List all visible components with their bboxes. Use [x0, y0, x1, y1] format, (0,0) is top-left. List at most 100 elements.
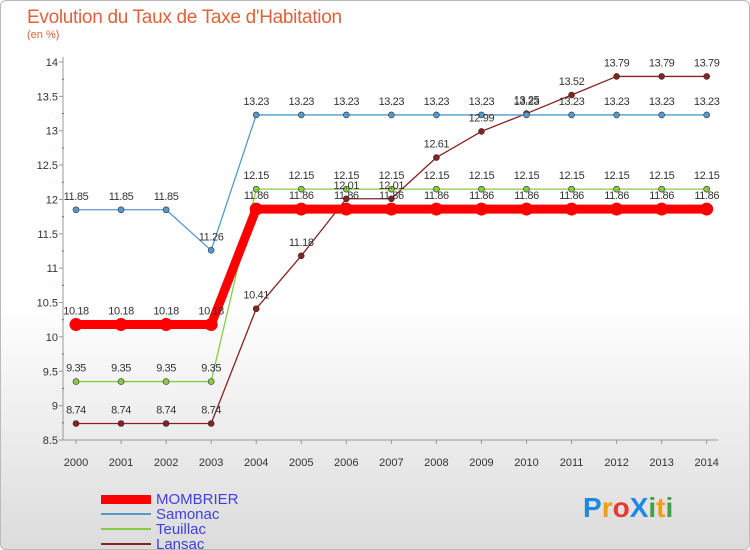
- data-label-mombrier: 10.18: [198, 306, 224, 318]
- data-label-mombrier: 10.18: [108, 306, 134, 318]
- data-point-lansac: [162, 420, 170, 427]
- data-label-samonac: 13.23: [288, 96, 314, 108]
- data-point-samonac: [478, 111, 485, 119]
- y-axis-unit-label: (en %): [27, 29, 60, 41]
- data-point-mombrier: [429, 202, 443, 216]
- data-label-lansac: 13.25: [514, 95, 540, 107]
- y-tick-label: 13.5: [37, 91, 58, 103]
- data-point-mombrier: [204, 318, 218, 332]
- data-label-teuillac: 9.35: [66, 363, 86, 375]
- data-point-teuillac: [207, 378, 215, 385]
- data-label-teuillac: 12.15: [694, 170, 720, 182]
- data-point-samonac: [342, 111, 350, 119]
- data-point-mombrier: [474, 202, 488, 216]
- data-point-lansac: [252, 305, 260, 313]
- data-point-samonac: [252, 111, 260, 119]
- data-point-teuillac: [297, 185, 305, 193]
- x-tick-label: 2002: [154, 457, 178, 469]
- data-label-mombrier: 11.86: [694, 190, 719, 202]
- chart-title: Evolution du Taux de Taxe d'Habitation: [27, 7, 342, 28]
- data-label-mombrier: 11.86: [649, 190, 674, 202]
- legend-label-mombrier: MOMBRIER: [156, 491, 239, 508]
- data-label-teuillac: 12.15: [649, 170, 675, 182]
- data-point-teuillac: [72, 378, 80, 385]
- data-label-samonac: 13.23: [649, 96, 675, 108]
- data-point-mombrier: [294, 202, 308, 216]
- data-label-samonac: 13.23: [243, 96, 269, 108]
- data-point-teuillac: [388, 185, 395, 193]
- data-label-samonac: 13.23: [334, 96, 360, 108]
- data-point-mombrier: [655, 202, 669, 216]
- data-point-samonac: [613, 111, 620, 119]
- logo-letter: i: [665, 492, 674, 523]
- data-point-samonac: [297, 111, 305, 119]
- data-point-mombrier: [565, 202, 579, 216]
- data-label-samonac: 11.85: [109, 191, 134, 203]
- y-tick-label: 9: [52, 401, 58, 413]
- data-label-mombrier: 11.86: [424, 190, 449, 202]
- logo-letter: X: [629, 492, 649, 523]
- data-point-mombrier: [69, 318, 83, 332]
- data-point-teuillac: [523, 185, 530, 193]
- data-point-lansac: [72, 420, 80, 427]
- data-point-lansac: [613, 73, 620, 80]
- data-point-samonac: [658, 111, 665, 119]
- data-label-mombrier: 10.18: [63, 306, 89, 318]
- x-tick-label: 2012: [604, 457, 628, 469]
- data-label-lansac: 13.79: [604, 57, 630, 69]
- y-minor-tick: [62, 319, 64, 321]
- data-label-samonac: 13.23: [424, 96, 450, 108]
- data-label-lansac: 10.41: [243, 290, 269, 302]
- y-tick-label: 8.5: [43, 435, 58, 447]
- proxiti-logo: ProXiti: [583, 492, 673, 524]
- data-point-mombrier: [384, 202, 398, 216]
- legend-swatch-lansac: [101, 543, 151, 545]
- y-minor-tick: [62, 181, 64, 183]
- data-label-teuillac: 12.15: [514, 170, 540, 182]
- data-label-samonac: 11.26: [199, 231, 224, 243]
- x-tick-label: 2009: [469, 457, 493, 469]
- y-minor-tick: [62, 387, 64, 389]
- y-tick-label: 10.5: [37, 298, 58, 310]
- data-point-lansac: [207, 420, 215, 427]
- y-minor-tick: [62, 250, 64, 252]
- data-label-mombrier: 11.86: [334, 190, 359, 202]
- y-tick-label: 11.5: [37, 229, 58, 241]
- data-point-mombrier: [114, 318, 128, 332]
- data-label-mombrier: 10.18: [153, 306, 179, 318]
- data-label-lansac: 8.74: [156, 405, 176, 417]
- x-tick-label: 2006: [334, 457, 358, 469]
- data-point-teuillac: [433, 185, 440, 193]
- data-label-samonac: 13.23: [469, 96, 495, 108]
- data-label-mombrier: 11.86: [379, 190, 404, 202]
- data-label-lansac: 12.99: [469, 112, 495, 124]
- data-point-mombrier: [700, 202, 714, 216]
- data-point-teuillac: [342, 185, 350, 193]
- logo-letter: r: [601, 492, 613, 523]
- data-label-samonac: 13.23: [379, 96, 405, 108]
- data-point-mombrier: [249, 202, 263, 216]
- legend-swatch-mombrier: [101, 494, 151, 504]
- data-point-samonac: [117, 206, 125, 214]
- logo-letter: P: [583, 492, 602, 523]
- data-label-teuillac: 12.15: [334, 170, 360, 182]
- y-tick-label: 14: [46, 57, 58, 69]
- data-point-samonac: [388, 111, 395, 119]
- data-label-teuillac: 12.15: [559, 170, 585, 182]
- data-label-lansac: 8.74: [201, 405, 221, 417]
- x-tick-label: 2004: [244, 457, 268, 469]
- data-point-samonac: [162, 206, 170, 214]
- data-label-lansac: 13.52: [559, 76, 585, 88]
- y-minor-tick: [62, 147, 64, 149]
- x-tick-label: 2001: [109, 457, 133, 469]
- data-point-lansac: [478, 128, 485, 135]
- data-label-teuillac: 9.35: [111, 363, 131, 375]
- data-point-mombrier: [339, 202, 353, 216]
- y-tick-label: 13: [46, 126, 58, 138]
- data-point-lansac: [342, 195, 350, 203]
- y-tick-label: 10: [46, 332, 58, 344]
- x-tick-label: 2008: [424, 457, 448, 469]
- data-label-samonac: 11.85: [64, 191, 89, 203]
